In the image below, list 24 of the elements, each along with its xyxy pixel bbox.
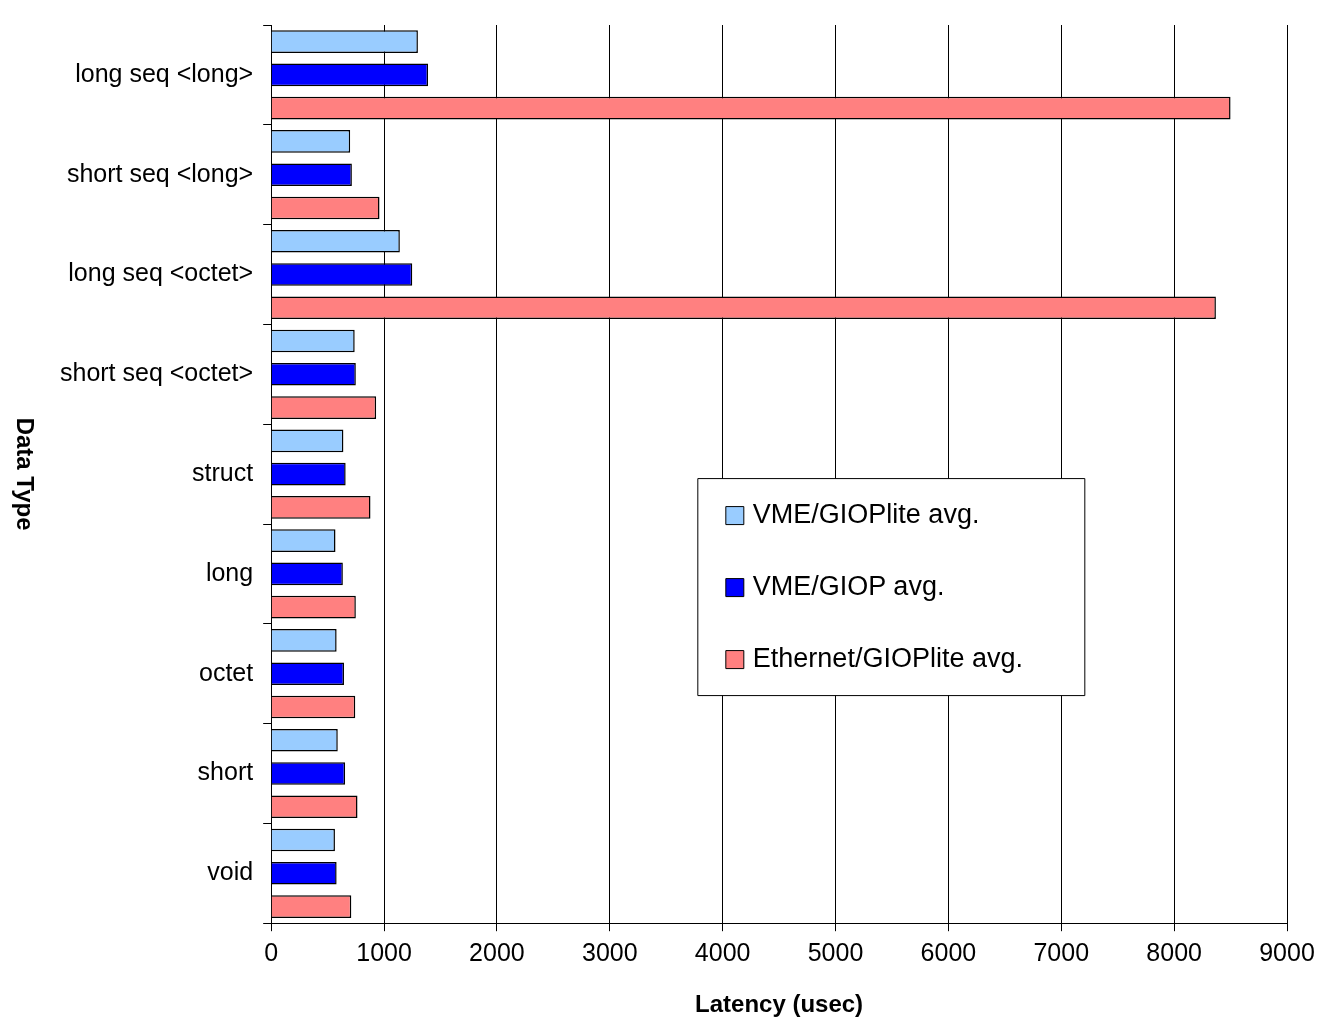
x-tick-label: 1000 xyxy=(356,938,412,967)
x-tick-label: 8000 xyxy=(1146,938,1202,967)
x-tick-label: 7000 xyxy=(1033,938,1090,967)
legend-label: VME/GIOPlite avg. xyxy=(752,499,980,530)
x-tick-label: 4000 xyxy=(694,938,751,967)
y-tick-label: void xyxy=(207,857,254,886)
y-tick-label: long xyxy=(205,557,254,586)
y-tick-label: short seq <octet> xyxy=(59,358,254,387)
legend-label: VME/GIOP avg. xyxy=(752,571,945,602)
y-tick-label: short xyxy=(197,757,254,786)
y-axis-title: Data Type xyxy=(12,417,40,531)
y-tick-label: short seq <long> xyxy=(66,158,254,187)
legend-label: Ethernet/GIOPlite avg. xyxy=(752,643,1023,674)
y-tick-label: long seq <octet> xyxy=(68,258,254,287)
x-tick-label: 9000 xyxy=(1259,938,1315,967)
x-axis-title: Latency (usec) xyxy=(695,990,864,1018)
x-tick-label: 0 xyxy=(264,938,279,967)
y-tick-label: struct xyxy=(192,457,254,486)
x-tick-label: 5000 xyxy=(807,938,864,967)
x-tick-label: 6000 xyxy=(920,938,977,967)
y-tick-label: long seq <long> xyxy=(75,58,254,87)
x-tick-label: 2000 xyxy=(469,938,525,967)
x-tick-label: 3000 xyxy=(581,938,638,967)
y-tick-label: octet xyxy=(198,657,254,686)
